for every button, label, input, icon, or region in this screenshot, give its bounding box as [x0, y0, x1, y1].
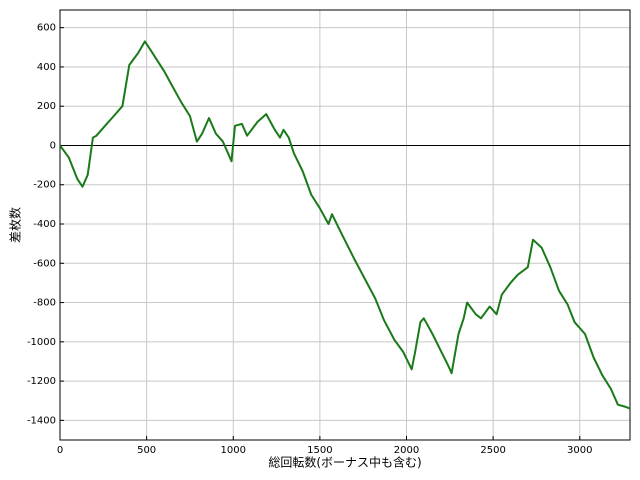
x-tick-label: 0 — [57, 445, 63, 456]
y-tick-label: -1400 — [27, 415, 56, 426]
y-axis-title: 差枚数 — [8, 207, 23, 243]
y-tick-label: 0 — [50, 140, 56, 151]
y-tick-label: 400 — [37, 62, 56, 73]
y-tick-label: -1000 — [27, 337, 56, 348]
x-axis-title: 総回転数(ボーナス中も含む) — [268, 455, 421, 470]
y-tick-label: -400 — [33, 219, 56, 230]
x-tick-label: 1000 — [221, 445, 246, 456]
y-tick-label: -1200 — [27, 376, 56, 387]
plot-frame — [59, 9, 631, 441]
x-tick-label: 1500 — [307, 445, 332, 456]
y-tick-label: 200 — [37, 101, 56, 112]
x-tick-label: 500 — [137, 445, 156, 456]
x-tick-label: 2000 — [394, 445, 419, 456]
y-tick-label: 600 — [37, 23, 56, 34]
x-tick-label: 3000 — [567, 445, 592, 456]
y-tick-label: -800 — [33, 298, 56, 309]
y-tick-label: -200 — [33, 180, 56, 191]
y-tick-label: -600 — [33, 258, 56, 269]
data-line — [59, 40, 631, 410]
x-tick-label: 2500 — [480, 445, 505, 456]
